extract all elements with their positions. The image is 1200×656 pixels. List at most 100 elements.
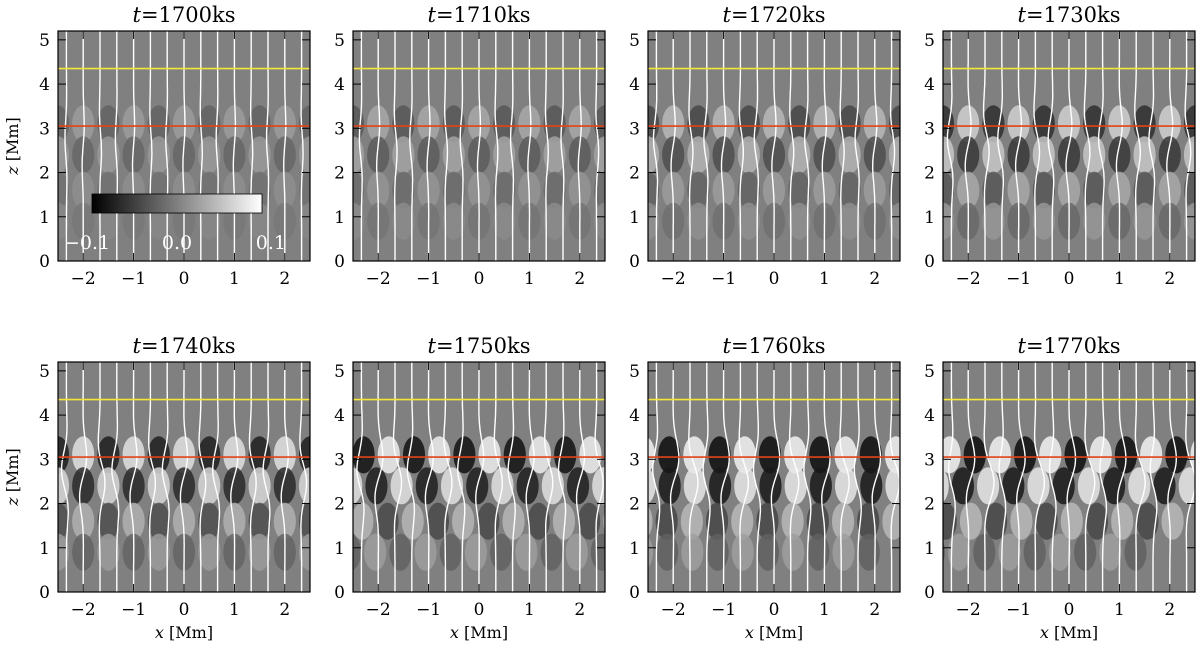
panel-5: −2 −1 0 1 2 0 1 2 3 4 5 t=1740ks z [Mm] x [Mm] bbox=[3, 334, 311, 642]
x-tick-label: 1 bbox=[229, 269, 240, 289]
heatmap-cell bbox=[813, 136, 836, 174]
heatmap-cell bbox=[737, 202, 760, 240]
heatmap-cell bbox=[503, 436, 526, 474]
heatmap-cell bbox=[838, 171, 861, 209]
heatmap-cell bbox=[762, 136, 786, 174]
x-tick-label: −2 bbox=[661, 269, 686, 289]
heatmap-cell bbox=[417, 105, 440, 143]
heatmap-cell bbox=[734, 467, 757, 505]
y-tick-label: 4 bbox=[334, 406, 345, 426]
heatmap-cell bbox=[680, 502, 703, 540]
heatmap-cell bbox=[959, 502, 983, 540]
panel-title: t=1700ks bbox=[133, 3, 236, 27]
heatmap-cell bbox=[1133, 105, 1156, 143]
y-axis-label: z [Mm] bbox=[3, 448, 22, 507]
heatmap-cell bbox=[543, 105, 566, 143]
x-tick-label: 2 bbox=[1164, 600, 1175, 620]
y-tick-label: 0 bbox=[924, 583, 935, 603]
heatmap-cell bbox=[1060, 502, 1083, 540]
y-tick-label: 0 bbox=[334, 252, 345, 272]
heatmap-cell bbox=[1032, 202, 1055, 240]
heatmap-cell bbox=[97, 136, 120, 174]
heatmap-cell bbox=[248, 533, 271, 571]
heatmap-cell bbox=[1133, 136, 1156, 174]
heatmap-cell bbox=[982, 136, 1005, 174]
x-tick-label: −2 bbox=[661, 600, 686, 620]
heatmap-cell bbox=[982, 105, 1005, 143]
heatmap-cell bbox=[982, 202, 1005, 240]
y-tick-label: 3 bbox=[629, 450, 640, 470]
heatmap-cell bbox=[565, 533, 588, 571]
heatmap-cell bbox=[273, 105, 296, 143]
y-tick-label: 3 bbox=[334, 119, 345, 139]
x-tick-label: −1 bbox=[416, 600, 441, 620]
heatmap-cell bbox=[708, 467, 732, 505]
colorbar-gradient bbox=[91, 193, 263, 214]
y-tick-label: 0 bbox=[39, 252, 50, 272]
x-tick-label: 1 bbox=[819, 269, 830, 289]
y-tick-label: 1 bbox=[924, 208, 935, 228]
y-tick-label: 4 bbox=[629, 406, 640, 426]
heatmap-cell bbox=[1083, 136, 1106, 174]
heatmap-cell bbox=[603, 511, 605, 532]
heatmap-cell bbox=[982, 171, 1005, 209]
heatmap-cell bbox=[1108, 171, 1131, 209]
panel-title: t=1760ks bbox=[723, 334, 826, 358]
heatmap-cell bbox=[477, 502, 500, 540]
heatmap-cell bbox=[658, 436, 681, 474]
heatmap-cell bbox=[1002, 467, 1025, 505]
heatmap-cell bbox=[1161, 502, 1184, 540]
y-tick-label: 2 bbox=[924, 164, 935, 184]
x-axis-label: x [Mm] bbox=[450, 623, 508, 642]
x-tick-label: 0 bbox=[474, 269, 485, 289]
heatmap-cell bbox=[1111, 502, 1134, 540]
x-tick-label: 1 bbox=[819, 600, 830, 620]
x-tick-label: −2 bbox=[366, 600, 391, 620]
panel-title: t=1710ks bbox=[428, 3, 531, 27]
heatmap-cell bbox=[1183, 136, 1195, 174]
heatmap-cell bbox=[712, 136, 735, 174]
heatmap-cell bbox=[389, 533, 412, 571]
x-axis-label: x [Mm] bbox=[745, 623, 803, 642]
y-tick-label: 4 bbox=[39, 406, 50, 426]
y-tick-label: 4 bbox=[334, 75, 345, 95]
heatmap-cell bbox=[490, 533, 513, 571]
heatmap-cell bbox=[687, 136, 710, 174]
heatmap-cell bbox=[198, 136, 221, 174]
x-tick-label: 0 bbox=[769, 600, 780, 620]
heatmap-cell bbox=[838, 202, 861, 240]
heatmap-cell bbox=[1077, 467, 1100, 505]
heatmap-cell bbox=[1032, 136, 1055, 174]
y-tick-label: 1 bbox=[39, 539, 50, 559]
heatmap-cell bbox=[147, 136, 170, 174]
heatmap-cell bbox=[1032, 105, 1055, 143]
heatmap-cell bbox=[863, 105, 886, 143]
y-tick-label: 2 bbox=[39, 495, 50, 515]
x-tick-label: 1 bbox=[524, 600, 535, 620]
heatmap-cell bbox=[860, 467, 883, 505]
panel-3: −2 −1 0 1 2 0 1 2 3 4 5 t=1720ks bbox=[629, 3, 901, 289]
heatmap-cell bbox=[658, 467, 681, 505]
heatmap-cell bbox=[1108, 105, 1131, 143]
x-tick-label: 0 bbox=[474, 600, 485, 620]
heatmap-cell bbox=[1007, 171, 1030, 209]
x-tick-label: −1 bbox=[711, 600, 736, 620]
heatmap-cell bbox=[901, 467, 923, 504]
x-tick-label: 2 bbox=[869, 600, 880, 620]
y-tick-label: 1 bbox=[924, 539, 935, 559]
panel-4: −2 −1 0 1 2 0 1 2 3 4 5 t=1730ks bbox=[924, 3, 1196, 289]
panel-1: −2 −1 0 1 2 0 1 2 3 4 5 t=1700ks z [Mm] −0.1 0.0 0.1 bbox=[3, 3, 311, 289]
heatmap bbox=[648, 362, 900, 592]
heatmap-cell bbox=[147, 502, 170, 540]
heatmap-cell bbox=[493, 105, 516, 143]
x-tick-label: −2 bbox=[366, 269, 391, 289]
heatmap-cell bbox=[452, 502, 475, 540]
heatmap-cell bbox=[392, 136, 415, 174]
y-tick-label: 4 bbox=[924, 406, 935, 426]
heatmap-cell bbox=[943, 436, 961, 474]
x-tick-label: −1 bbox=[121, 269, 146, 289]
heatmap-cell bbox=[248, 467, 271, 505]
y-tick-label: 1 bbox=[334, 208, 345, 228]
heatmap-cell bbox=[1027, 467, 1050, 505]
y-tick-label: 0 bbox=[924, 252, 935, 272]
